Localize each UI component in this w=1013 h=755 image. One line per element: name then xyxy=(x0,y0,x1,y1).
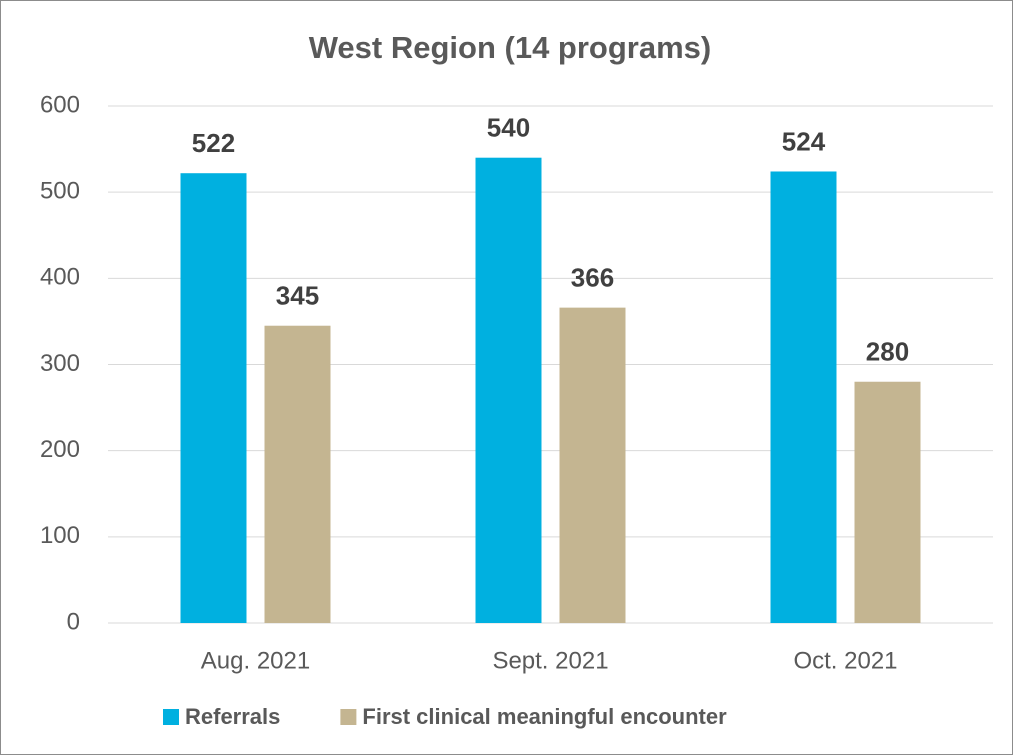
data-label: 522 xyxy=(192,128,235,158)
y-tick-label: 600 xyxy=(40,91,80,118)
bar xyxy=(475,157,542,623)
chart-title: West Region (14 programs) xyxy=(309,30,712,65)
x-tick-label: Sept. 2021 xyxy=(492,647,608,674)
bar xyxy=(180,173,247,623)
y-tick-label: 400 xyxy=(40,264,80,291)
legend-swatch xyxy=(163,709,179,725)
y-tick-label: 0 xyxy=(67,608,80,635)
bar xyxy=(559,307,626,623)
data-label: 540 xyxy=(487,113,530,143)
bar xyxy=(770,171,837,623)
x-tick-label: Oct. 2021 xyxy=(793,647,897,674)
legend-label: Referrals xyxy=(185,704,280,729)
data-label: 345 xyxy=(276,281,319,311)
legend-swatch xyxy=(340,709,357,725)
y-tick-label: 300 xyxy=(40,350,80,377)
y-tick-label: 200 xyxy=(40,436,80,463)
legend-label: First clinical meaningful encounter xyxy=(362,704,727,729)
y-tick-label: 100 xyxy=(40,522,80,549)
data-label: 524 xyxy=(782,126,826,156)
y-tick-label: 500 xyxy=(40,178,80,205)
bar xyxy=(854,381,921,623)
data-label: 366 xyxy=(571,263,614,293)
x-tick-label: Aug. 2021 xyxy=(201,647,310,674)
bar xyxy=(264,325,331,623)
data-label: 280 xyxy=(866,337,909,367)
